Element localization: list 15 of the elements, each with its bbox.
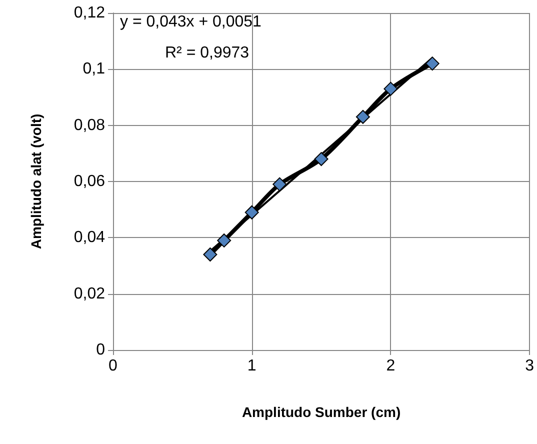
x-tick-label: 2 bbox=[386, 358, 396, 374]
annotation: y = 0,043x + 0,0051 bbox=[120, 14, 262, 30]
y-tick-label: 0,04 bbox=[74, 229, 106, 246]
annotation: R² = 0,9973 bbox=[165, 44, 250, 62]
y-tick-label: 0,1 bbox=[82, 60, 106, 78]
y-tick-label: 0,06 bbox=[74, 173, 106, 190]
y-tick-label: 0,12 bbox=[74, 4, 106, 22]
x-tick-label: 1 bbox=[247, 358, 256, 374]
y-tick-label: 0,02 bbox=[74, 285, 106, 302]
x-tick-label: 3 bbox=[525, 358, 534, 374]
y-axis-title: Amplitudo alat (volt) bbox=[28, 114, 44, 250]
x-axis-title: Amplitudo Sumber (cm) bbox=[242, 404, 401, 420]
x-tick-label: 0 bbox=[108, 358, 118, 374]
y-tick-label: 0 bbox=[96, 342, 106, 358]
y-tick-label: 0,08 bbox=[74, 116, 106, 134]
